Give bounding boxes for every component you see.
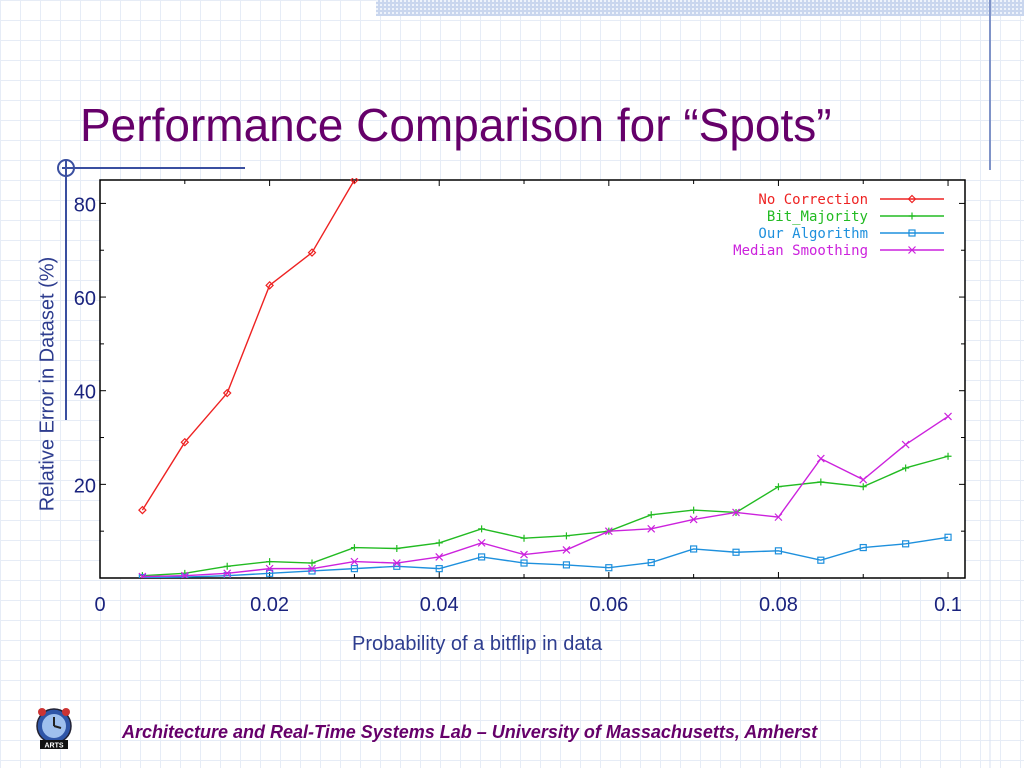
data-point bbox=[774, 547, 783, 555]
data-point bbox=[393, 545, 401, 553]
data-point bbox=[732, 548, 740, 556]
data-point bbox=[435, 539, 443, 547]
legend-label: Median Smoothing bbox=[733, 243, 868, 259]
data-point bbox=[944, 412, 952, 421]
data-point bbox=[902, 540, 910, 548]
slide-title: Performance Comparison for “Spots” bbox=[80, 99, 832, 151]
legend-label: Our Algorithm bbox=[758, 226, 868, 242]
data-point bbox=[223, 569, 232, 578]
series-median-smoothing bbox=[138, 412, 952, 578]
x-tick-label: 0.04 bbox=[420, 594, 459, 616]
data-point bbox=[266, 569, 274, 577]
data-point bbox=[435, 553, 444, 561]
y-tick-label: 40 bbox=[74, 382, 96, 404]
accent-circle bbox=[57, 159, 75, 177]
data-point bbox=[817, 556, 825, 564]
data-point bbox=[308, 559, 316, 567]
data-point bbox=[647, 558, 655, 567]
data-point bbox=[689, 515, 698, 524]
x-tick-label: 0.1 bbox=[934, 594, 962, 616]
data-point bbox=[605, 564, 613, 572]
legend-label: Bit_Majority bbox=[767, 209, 868, 225]
data-point bbox=[265, 281, 274, 290]
data-point bbox=[138, 572, 146, 578]
x-tick-label: 0.06 bbox=[589, 594, 628, 616]
data-point bbox=[690, 545, 698, 553]
data-point bbox=[520, 550, 528, 559]
data-point bbox=[562, 561, 571, 569]
legend-marker bbox=[908, 246, 916, 254]
y-tick-label: 80 bbox=[74, 194, 96, 216]
data-point bbox=[647, 511, 655, 519]
plot-area bbox=[100, 180, 965, 578]
data-point bbox=[944, 452, 952, 460]
data-point bbox=[222, 388, 232, 398]
series-line bbox=[142, 536, 949, 578]
data-point bbox=[350, 557, 359, 566]
data-point bbox=[350, 178, 359, 185]
series-line bbox=[142, 415, 949, 578]
plot-frame bbox=[99, 179, 966, 579]
legend-marker bbox=[908, 212, 916, 220]
x-tick-label: 0 bbox=[94, 594, 105, 616]
data-point bbox=[774, 513, 783, 522]
data-point bbox=[180, 571, 189, 578]
legend-label: No Correction bbox=[758, 192, 868, 208]
series-our-algorithm bbox=[138, 533, 952, 578]
data-point bbox=[562, 545, 571, 554]
data-point bbox=[478, 553, 486, 561]
legend-marker bbox=[907, 194, 917, 204]
data-point bbox=[520, 534, 528, 542]
data-point bbox=[138, 505, 147, 515]
data-point bbox=[604, 527, 613, 536]
data-point bbox=[308, 564, 316, 573]
data-point bbox=[817, 478, 825, 486]
data-point bbox=[901, 440, 910, 449]
data-point bbox=[265, 564, 274, 573]
x-tick-label: 0.02 bbox=[250, 594, 289, 616]
x-axis-title: Probability of a bitflip in data bbox=[352, 633, 603, 655]
data-point bbox=[859, 475, 868, 484]
data-point bbox=[944, 533, 952, 541]
data-point bbox=[859, 543, 867, 552]
data-point bbox=[732, 508, 740, 517]
svg-text:ARTS: ARTS bbox=[44, 743, 63, 750]
data-point bbox=[266, 558, 274, 566]
data-point bbox=[181, 573, 189, 578]
data-point bbox=[774, 483, 782, 491]
data-point bbox=[690, 506, 698, 514]
data-point bbox=[138, 573, 147, 578]
data-point bbox=[138, 572, 147, 578]
data-point bbox=[562, 532, 570, 540]
data-point bbox=[180, 437, 190, 447]
series-line bbox=[141, 179, 356, 511]
footer-text: Architecture and Real-Time Systems Lab –… bbox=[122, 722, 818, 742]
legend-marker bbox=[908, 229, 916, 237]
data-point bbox=[477, 538, 486, 547]
header-dot-band bbox=[376, 0, 1024, 16]
data-point bbox=[520, 559, 528, 567]
data-point bbox=[478, 525, 486, 533]
data-point bbox=[392, 559, 401, 567]
series-no-correction bbox=[138, 178, 359, 515]
x-tick-label: 0.08 bbox=[759, 594, 798, 616]
data-point bbox=[902, 464, 910, 472]
y-tick-label: 60 bbox=[74, 288, 96, 310]
data-point bbox=[816, 454, 825, 463]
series-line bbox=[142, 455, 949, 577]
data-point bbox=[350, 544, 358, 552]
data-point bbox=[350, 565, 359, 573]
data-point bbox=[223, 562, 231, 570]
y-tick-label: 20 bbox=[74, 475, 96, 497]
arts-logo: ARTS bbox=[34, 706, 74, 750]
y-axis-title: Relative Error in Dataset (%) bbox=[36, 256, 59, 512]
series-bit-majority bbox=[138, 452, 952, 578]
data-point bbox=[307, 248, 317, 257]
data-point bbox=[647, 524, 656, 533]
data-point bbox=[859, 483, 867, 491]
data-point bbox=[435, 565, 443, 573]
